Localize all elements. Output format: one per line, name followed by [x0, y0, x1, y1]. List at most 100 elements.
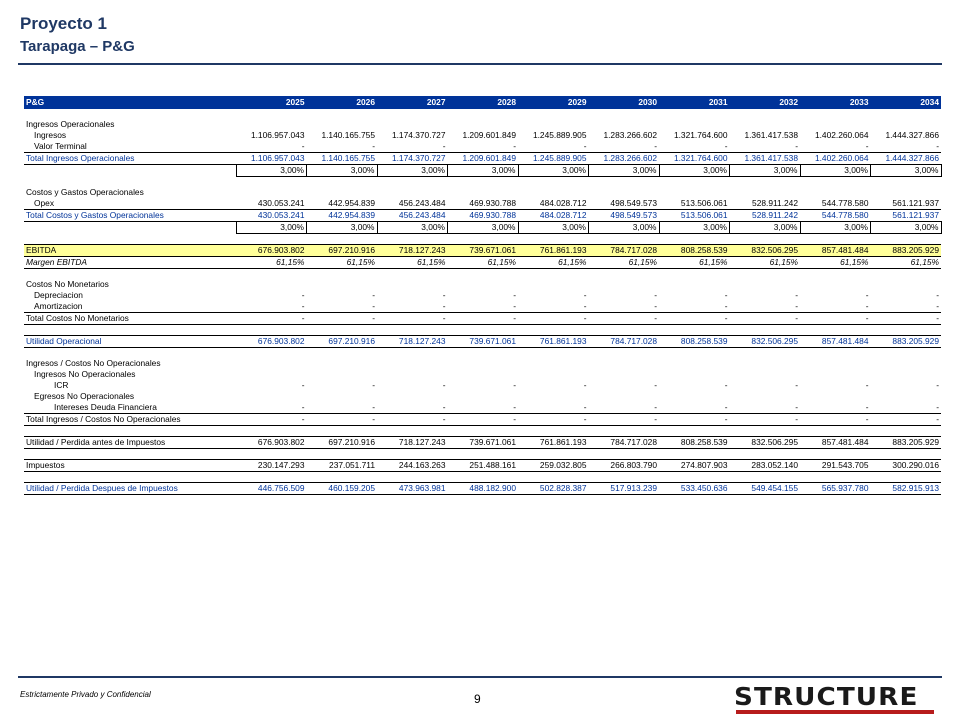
value-cell: -	[724, 402, 728, 412]
row-label: Egresos No Operacionales	[34, 391, 135, 401]
spacer-cell	[24, 449, 941, 460]
spacer-row	[24, 348, 941, 359]
spacer-cell	[24, 177, 941, 188]
value-cell: -	[795, 141, 798, 151]
value-cell: 1.174.370.727	[391, 130, 446, 140]
value-cell: 544.778.580	[821, 198, 869, 208]
value-cell	[448, 369, 519, 380]
logo-red-bar	[736, 710, 934, 714]
value-cell	[307, 119, 378, 130]
value-cell: 283.052.140	[729, 459, 800, 472]
value-cell: 484.028.712	[539, 198, 587, 208]
value-cell: -	[724, 141, 728, 151]
value-cell: 832.506.295	[729, 335, 800, 348]
value-cell: -	[936, 290, 939, 300]
year-header: 2032	[729, 96, 800, 109]
value-cell	[518, 119, 589, 130]
spacer-row	[24, 177, 941, 188]
value-cell: -	[729, 413, 800, 426]
value-cell: 1.245.889.905	[518, 152, 589, 165]
year-header: 2029	[518, 96, 589, 109]
value-cell	[448, 279, 519, 290]
section-row: Costos y Gastos Operacionales	[24, 187, 941, 198]
header-divider	[18, 63, 942, 65]
row-label: Costos y Gastos Operacionales	[26, 187, 144, 197]
spacer-cell	[24, 348, 941, 359]
value-cell: 883.205.929	[870, 335, 941, 348]
value-cell: 237.051.711	[306, 459, 377, 472]
value-cell: -	[870, 312, 941, 325]
value-cell	[307, 187, 378, 198]
value-cell: 3,00%	[517, 164, 589, 177]
total-row: Total Ingresos Operacionales 1.106.957.04…	[24, 152, 941, 165]
total-black-row: Total Ingresos / Costos No Operacionales…	[24, 413, 941, 426]
spacer-cell	[24, 269, 941, 280]
value-cell: 469.930.788	[469, 198, 516, 208]
value-cell: 517.913.239	[588, 482, 659, 495]
value-cell: 473.963.981	[377, 482, 448, 495]
value-cell	[448, 358, 519, 369]
value-cell: -	[724, 290, 728, 300]
value-cell: 739.671.061	[447, 335, 518, 348]
value-cell	[659, 358, 730, 369]
value-cell: 3,00%	[376, 221, 448, 234]
value-cell: 3,00%	[799, 164, 871, 177]
value-cell: -	[654, 402, 657, 412]
value-cell: 3,00%	[729, 221, 800, 234]
value-cell: -	[372, 380, 375, 390]
section-row: Costos No Monetarios	[24, 279, 941, 290]
value-cell: 582.915.913	[870, 482, 941, 495]
value-cell	[236, 119, 307, 130]
value-cell	[800, 119, 871, 130]
value-cell: -	[518, 312, 589, 325]
pg-table-container: P&G 2025 2026 2027 2028 2029 2030 2031 2…	[24, 96, 942, 495]
value-cell	[871, 358, 942, 369]
spacer-cell	[24, 234, 941, 245]
value-cell: 1.321.764.600	[659, 152, 730, 165]
value-cell: 442.954.839	[328, 198, 375, 208]
value-cell: 808.258.539	[659, 335, 730, 348]
value-cell: 1.321.764.600	[673, 130, 728, 140]
value-cell: -	[236, 312, 307, 325]
value-cell: -	[724, 301, 728, 311]
value-cell: -	[306, 312, 377, 325]
value-cell: -	[518, 413, 589, 426]
table-header-label: P&G	[24, 96, 236, 109]
value-cell	[800, 369, 871, 380]
spacer-row	[24, 426, 941, 437]
value-cell: -	[442, 290, 446, 300]
table-body: Ingresos Operacionales Ingresos 1.106.957.…	[24, 109, 942, 495]
value-cell: -	[654, 301, 657, 311]
value-cell: -	[442, 301, 446, 311]
row-label: Utilidad / Perdida antes de Impuestos	[24, 436, 236, 449]
value-cell	[518, 391, 589, 402]
value-cell: -	[800, 312, 871, 325]
value-cell: 883.205.929	[870, 244, 941, 257]
value-cell: 1.106.957.043	[250, 130, 305, 140]
spacer-cell	[24, 426, 941, 437]
value-cell: 266.803.790	[588, 459, 659, 472]
value-cell: 456.243.484	[398, 198, 446, 208]
value-cell: 761.861.193	[518, 436, 589, 449]
growth-row: 3,00% 3,00% 3,00% 3,00% 3,00% 3,00% 3,00% 3,00%…	[24, 221, 942, 234]
value-cell: 230.147.293	[236, 459, 307, 472]
value-cell: 1.444.327.866	[870, 152, 941, 165]
value-cell	[307, 369, 378, 380]
value-cell: -	[870, 413, 941, 426]
value-cell: 1.361.417.538	[744, 130, 798, 140]
item-row: Valor Terminal - - - - - - - - - -	[24, 141, 941, 153]
value-cell: 883.205.929	[870, 436, 941, 449]
value-cell	[659, 119, 730, 130]
logo-wordmark: STRUCTURE	[734, 682, 919, 711]
row-label: Total Ingresos / Costos No Operacionales	[24, 413, 236, 426]
value-cell: -	[659, 312, 730, 325]
value-cell: -	[936, 380, 939, 390]
total-row: Utilidad Operacional 676.903.802 697.210.9…	[24, 335, 941, 348]
value-cell: -	[513, 402, 516, 412]
spacer-row	[24, 234, 941, 245]
value-cell: 244.163.263	[377, 459, 448, 472]
value-cell	[730, 187, 801, 198]
year-header: 2026	[306, 96, 377, 109]
value-cell: -	[865, 141, 869, 151]
row-label: Opex	[34, 198, 55, 208]
